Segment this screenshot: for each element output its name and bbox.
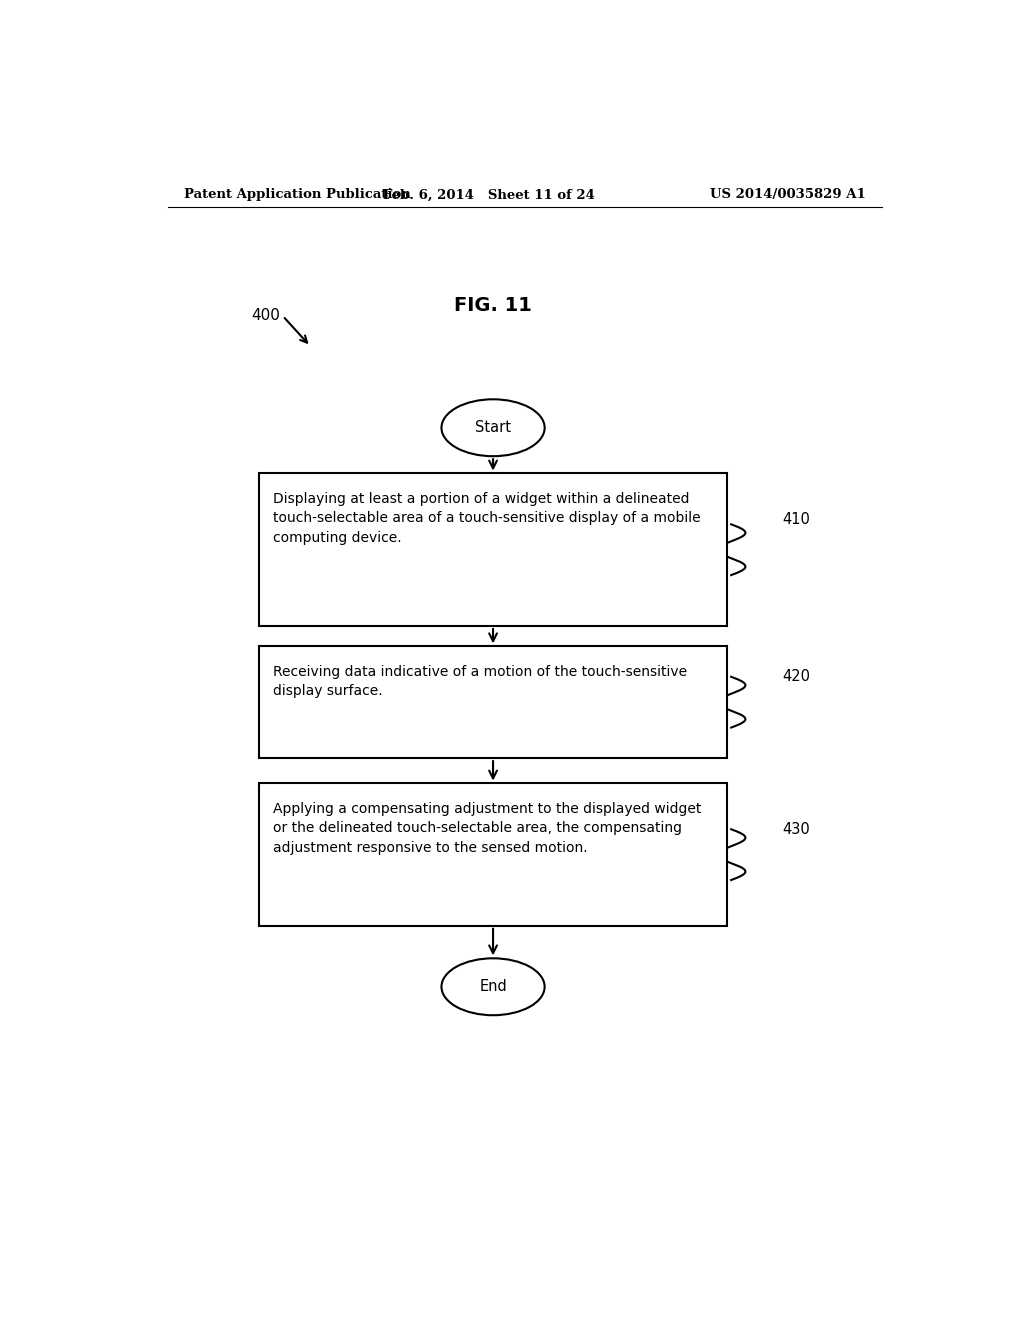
Text: Displaying at least a portion of a widget within a delineated
touch-selectable a: Displaying at least a portion of a widge… [273, 492, 700, 545]
FancyBboxPatch shape [259, 474, 727, 626]
Text: Patent Application Publication: Patent Application Publication [183, 189, 411, 202]
Text: 410: 410 [782, 512, 811, 527]
Text: 430: 430 [782, 822, 810, 837]
Text: Feb. 6, 2014   Sheet 11 of 24: Feb. 6, 2014 Sheet 11 of 24 [383, 189, 595, 202]
Text: Start: Start [475, 420, 511, 436]
Ellipse shape [441, 958, 545, 1015]
Ellipse shape [441, 399, 545, 457]
Text: 400: 400 [251, 309, 280, 323]
Text: Receiving data indicative of a motion of the touch-sensitive
display surface.: Receiving data indicative of a motion of… [273, 664, 687, 698]
Text: US 2014/0035829 A1: US 2014/0035829 A1 [711, 189, 866, 202]
Text: 420: 420 [782, 669, 811, 684]
Text: FIG. 11: FIG. 11 [454, 296, 532, 315]
FancyBboxPatch shape [259, 784, 727, 925]
Text: End: End [479, 979, 507, 994]
Text: Applying a compensating adjustment to the displayed widget
or the delineated tou: Applying a compensating adjustment to th… [273, 801, 701, 855]
FancyBboxPatch shape [259, 647, 727, 758]
